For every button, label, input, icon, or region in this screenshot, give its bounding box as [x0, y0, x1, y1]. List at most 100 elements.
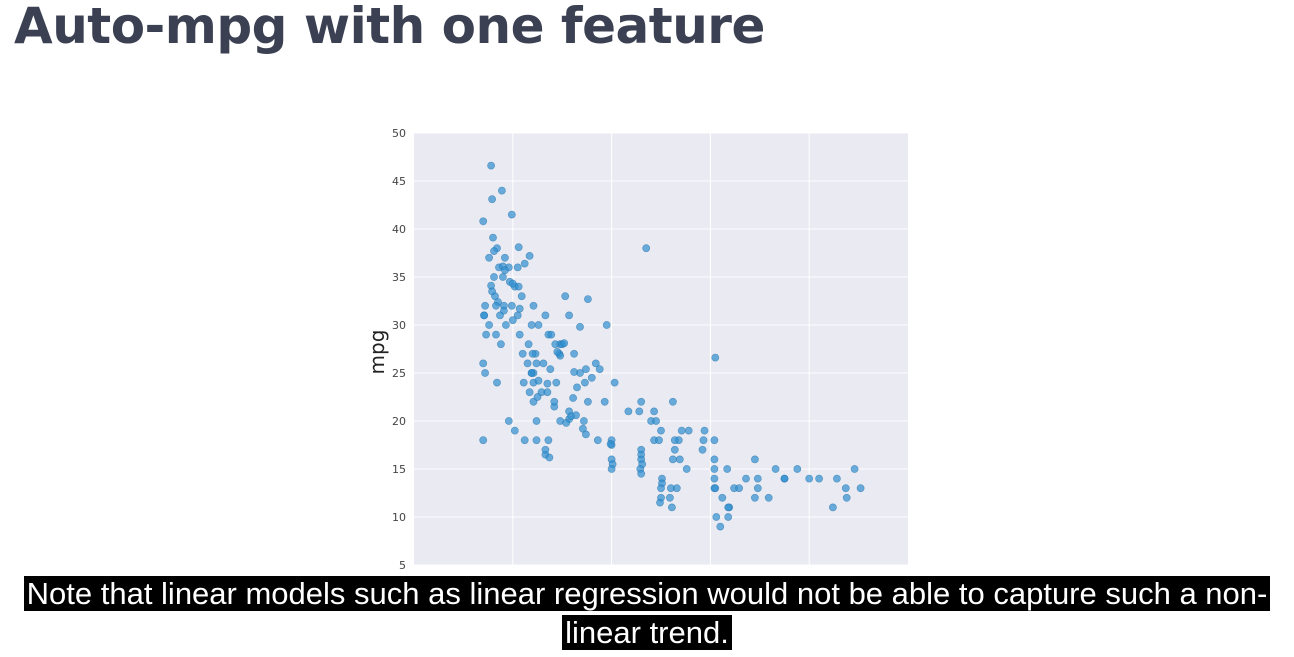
data-point: [515, 304, 524, 313]
data-point: [583, 397, 592, 406]
data-point: [841, 484, 850, 493]
data-point: [496, 340, 505, 349]
data-point: [710, 436, 719, 445]
data-point: [591, 359, 600, 368]
data-point: [517, 292, 526, 301]
data-point: [488, 195, 496, 204]
data-point: [602, 321, 611, 329]
data-point: [525, 251, 534, 260]
data-point: [550, 397, 559, 406]
data-point: [539, 359, 548, 368]
data-point: [657, 426, 665, 435]
data-point: [573, 383, 581, 392]
data-point: [665, 493, 674, 502]
data-point: [682, 465, 691, 473]
data-point: [507, 210, 516, 219]
data-point: [718, 493, 727, 502]
data-point: [508, 316, 517, 325]
data-point: [670, 445, 679, 454]
data-point: [524, 340, 533, 349]
data-point: [670, 436, 679, 445]
data-point: [485, 253, 494, 262]
data-point: [576, 322, 584, 331]
data-point: [546, 365, 555, 374]
data-point: [501, 321, 510, 329]
data-point: [805, 474, 814, 483]
data-point: [520, 259, 529, 268]
data-point: [672, 484, 681, 493]
y-tick-label: 25: [392, 367, 406, 380]
data-point: [657, 484, 665, 493]
data-point: [856, 484, 865, 493]
data-point: [842, 493, 851, 502]
data-point: [497, 186, 506, 195]
data-point: [711, 484, 720, 493]
data-point: [481, 369, 489, 377]
data-point: [655, 436, 663, 445]
y-tick-label: 10: [392, 511, 406, 524]
data-point: [581, 430, 590, 439]
data-point: [553, 347, 562, 356]
data-point: [579, 417, 588, 425]
data-point: [560, 339, 569, 348]
data-point: [677, 426, 686, 435]
y-tick-label: 40: [392, 223, 406, 236]
data-point: [710, 465, 719, 473]
data-point: [507, 301, 516, 310]
data-point: [534, 376, 543, 385]
data-point: [684, 426, 693, 435]
data-point: [569, 394, 577, 402]
data-point: [515, 330, 524, 339]
data-point: [513, 263, 522, 272]
data-point: [543, 388, 552, 397]
data-point: [525, 388, 534, 397]
data-point: [523, 359, 532, 368]
data-point: [552, 378, 561, 387]
data-point: [780, 474, 789, 483]
data-point: [711, 353, 720, 362]
data-point: [490, 273, 498, 281]
data-point: [583, 295, 592, 303]
data-point: [545, 453, 554, 462]
data-point: [500, 253, 509, 262]
data-point: [815, 474, 823, 483]
y-tick-label: 35: [392, 271, 406, 284]
data-point: [544, 436, 553, 445]
data-point: [480, 311, 488, 320]
data-point: [508, 279, 517, 288]
data-point: [675, 455, 684, 464]
data-point: [541, 311, 550, 320]
data-point: [635, 407, 644, 416]
data-point: [551, 340, 560, 349]
data-point: [698, 445, 707, 454]
data-point: [668, 397, 677, 406]
data-point: [532, 436, 541, 445]
data-point: [724, 513, 733, 521]
data-point: [527, 369, 536, 377]
page-title: Auto-mpg with one feature: [14, 0, 765, 55]
data-point: [520, 436, 529, 445]
data-point: [572, 411, 580, 420]
y-tick-label: 50: [392, 127, 406, 140]
data-point: [753, 484, 762, 493]
data-point: [479, 436, 488, 445]
y-tick-label: 45: [392, 175, 406, 188]
data-point: [479, 359, 488, 368]
data-point: [724, 503, 733, 512]
data-point: [499, 306, 508, 315]
data-point: [624, 407, 633, 416]
data-point: [565, 311, 573, 320]
data-point: [504, 417, 513, 425]
data-point: [518, 349, 527, 358]
data-point: [492, 330, 500, 339]
data-point: [561, 292, 570, 301]
data-point: [532, 417, 541, 425]
data-point: [532, 359, 541, 368]
data-point: [541, 445, 550, 454]
data-point: [570, 368, 578, 376]
data-point: [489, 233, 497, 242]
data-point: [587, 373, 596, 382]
data-points: [479, 161, 865, 531]
data-point: [607, 465, 616, 473]
data-point: [490, 247, 498, 255]
